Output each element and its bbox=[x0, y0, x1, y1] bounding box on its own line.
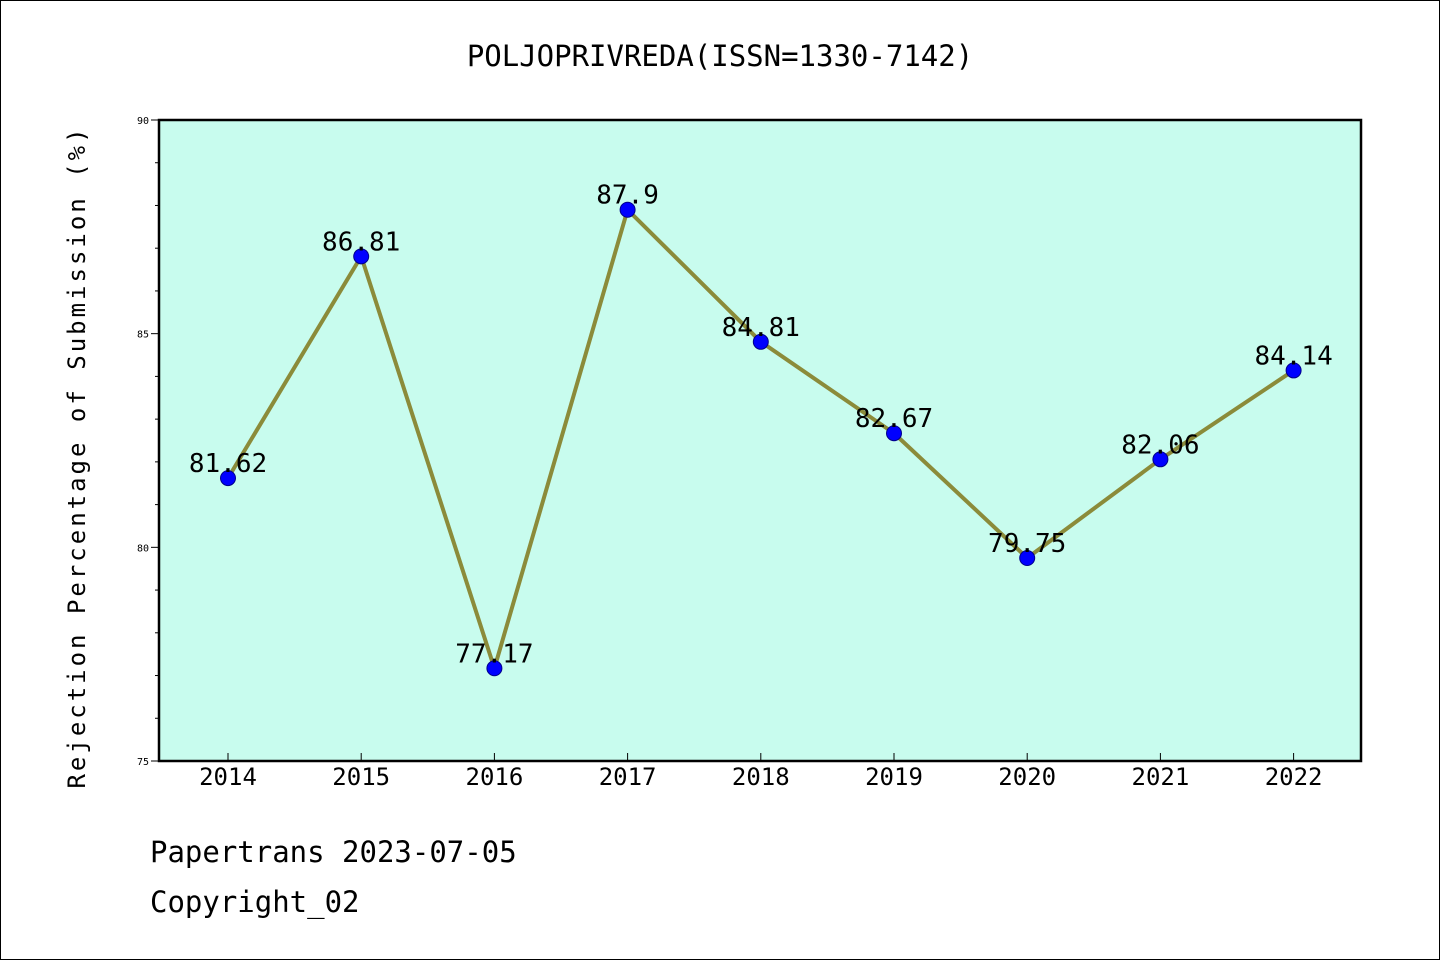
data-point bbox=[1152, 451, 1169, 468]
data-point bbox=[353, 248, 370, 265]
y-tick-label: 90 bbox=[137, 116, 149, 127]
data-point bbox=[886, 425, 902, 442]
footer-source: Papertrans 2023-07-05 bbox=[150, 835, 517, 869]
x-tick-label: 2014 bbox=[199, 763, 257, 791]
x-tick-label: 2016 bbox=[466, 763, 524, 791]
data-label: 82.06 bbox=[1121, 430, 1199, 460]
data-label: 77.17 bbox=[455, 639, 533, 669]
y-tick-label: 85 bbox=[137, 330, 149, 341]
y-tick-label: 80 bbox=[137, 543, 149, 554]
data-point bbox=[1019, 550, 1036, 567]
y-axis: 75 80 85 90 bbox=[137, 116, 159, 768]
x-tick-label: 2020 bbox=[998, 763, 1056, 791]
data-point bbox=[619, 201, 636, 218]
y-tick-label: 75 bbox=[137, 757, 149, 768]
data-label: 84.14 bbox=[1254, 341, 1332, 371]
data-label-group: 81.62 86.81 77.17 87.9 84.81 82.67 79.75 82.06 8… bbox=[189, 181, 1333, 670]
data-label: 82.67 bbox=[855, 404, 933, 434]
data-point bbox=[486, 660, 503, 677]
data-label: 86.81 bbox=[322, 227, 400, 257]
data-label: 81.62 bbox=[189, 449, 267, 479]
footer-copyright: Copyright_02 bbox=[150, 885, 360, 919]
y-axis-label: Rejection Percentage of Submission (%) bbox=[63, 125, 91, 788]
x-tick-label: 2019 bbox=[865, 763, 923, 791]
series-group bbox=[220, 201, 1302, 677]
data-point bbox=[752, 333, 769, 350]
x-tick-label: 2015 bbox=[332, 763, 390, 791]
data-point bbox=[1285, 362, 1302, 379]
plot-area bbox=[157, 118, 1363, 763]
x-tick-label: 2017 bbox=[599, 763, 657, 791]
x-tick-label: 2022 bbox=[1265, 763, 1323, 791]
data-label: 79.75 bbox=[988, 529, 1066, 559]
x-axis: 2014 2015 2016 2017 2018 2019 2020 2021 2022 bbox=[199, 753, 1322, 791]
data-point bbox=[220, 470, 236, 487]
x-tick-label: 2018 bbox=[732, 763, 790, 791]
data-label: 84.81 bbox=[722, 313, 800, 343]
x-tick-label: 2021 bbox=[1132, 763, 1190, 791]
data-label: 87.9 bbox=[596, 181, 659, 211]
chart-title: POLJOPRIVREDA(ISSN=1330-7142) bbox=[467, 39, 973, 73]
